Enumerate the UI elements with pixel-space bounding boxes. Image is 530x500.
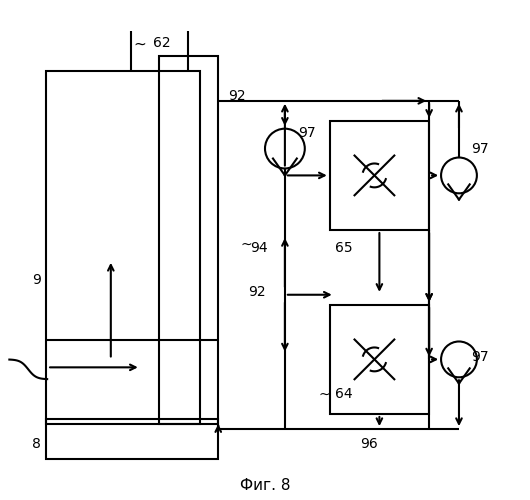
Text: 97: 97 — [471, 142, 489, 156]
Text: 94: 94 — [250, 241, 268, 255]
Bar — [158, 56, 218, 424]
Text: 8: 8 — [32, 437, 41, 451]
Text: 96: 96 — [360, 437, 378, 451]
Text: 64: 64 — [334, 387, 352, 401]
Text: ~: ~ — [240, 238, 252, 252]
Text: 97: 97 — [298, 126, 315, 140]
Bar — [46, 71, 200, 424]
Text: 97: 97 — [471, 350, 489, 364]
Bar — [330, 120, 429, 230]
Text: 65: 65 — [334, 241, 352, 255]
Text: 92: 92 — [248, 285, 266, 299]
Circle shape — [441, 342, 477, 378]
Text: 92: 92 — [228, 89, 246, 103]
Text: ~: ~ — [133, 36, 146, 52]
Circle shape — [441, 158, 477, 194]
Text: Фиг. 8: Фиг. 8 — [240, 478, 290, 493]
Text: 9: 9 — [32, 273, 41, 287]
Bar — [46, 419, 218, 459]
Circle shape — [265, 128, 305, 168]
Text: ~: ~ — [318, 387, 330, 401]
Bar — [330, 304, 429, 414]
Text: 62: 62 — [153, 36, 170, 50]
